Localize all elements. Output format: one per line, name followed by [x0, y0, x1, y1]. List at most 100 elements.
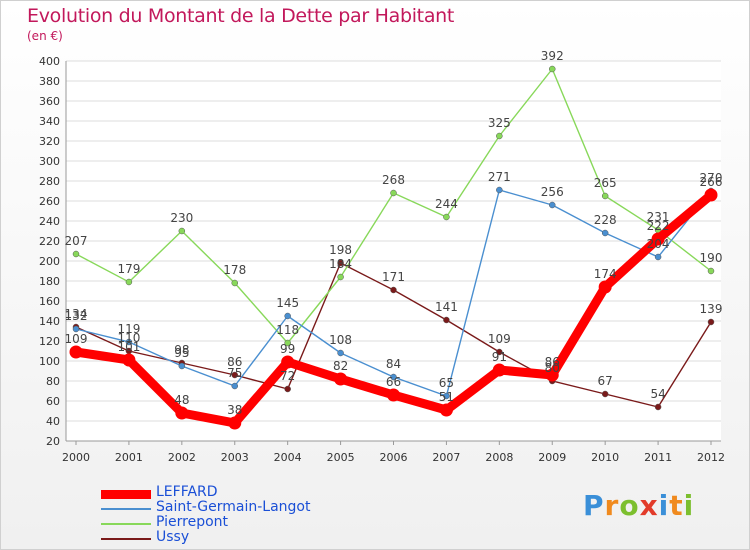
data-label: 108 [329, 333, 352, 347]
data-label: 392 [541, 49, 564, 63]
data-label: 325 [488, 116, 511, 130]
x-tick-label: 2000 [62, 451, 90, 464]
data-label: 99 [280, 342, 295, 356]
y-tick-label: 240 [39, 215, 60, 228]
data-point [654, 403, 662, 411]
x-tick-label: 2009 [538, 451, 566, 464]
y-tick-label: 100 [39, 355, 60, 368]
y-tick-label: 200 [39, 255, 60, 268]
data-label: 51 [439, 390, 454, 404]
y-tick-label: 260 [39, 195, 60, 208]
data-point [69, 345, 83, 359]
y-tick-label: 360 [39, 95, 60, 108]
data-point [125, 278, 133, 286]
legend-swatch [101, 523, 151, 525]
x-tick-label: 2006 [380, 451, 408, 464]
data-label: 54 [650, 387, 665, 401]
proxiti-logo: Proxiti [583, 489, 695, 522]
data-point [439, 403, 453, 417]
data-label: 95 [174, 346, 189, 360]
data-point [707, 318, 715, 326]
data-label: 82 [333, 359, 348, 373]
data-label: 101 [117, 340, 140, 354]
data-label: 98 [174, 343, 189, 357]
data-label: 65 [439, 376, 454, 390]
data-point [390, 373, 397, 381]
data-point [337, 273, 344, 281]
data-point [231, 279, 238, 287]
x-tick-label: 2002 [168, 451, 196, 464]
y-tick-label: 300 [39, 155, 60, 168]
data-label: 256 [541, 185, 564, 199]
data-point [281, 355, 295, 369]
data-label: 174 [594, 267, 617, 281]
data-point [284, 385, 291, 393]
data-point [284, 312, 291, 320]
data-point [496, 348, 503, 356]
legend-label: Ussy [156, 529, 190, 545]
legend-label: Saint-Germain-Langot [156, 499, 311, 515]
data-label: 228 [594, 213, 617, 227]
data-label: 171 [382, 270, 405, 284]
data-point [651, 232, 665, 246]
legend-swatch [101, 538, 151, 540]
data-label: 178 [223, 263, 246, 277]
x-tick-label: 2012 [697, 451, 725, 464]
x-tick-label: 2001 [115, 451, 143, 464]
x-tick-label: 2008 [485, 451, 513, 464]
data-label: 86 [545, 355, 560, 369]
data-label: 268 [382, 173, 405, 187]
data-label: 198 [329, 243, 352, 257]
data-point [545, 368, 559, 382]
data-point [387, 388, 400, 402]
y-tick-label: 20 [46, 435, 60, 448]
data-point [125, 338, 133, 346]
data-point [390, 286, 397, 294]
data-label: 119 [117, 322, 140, 336]
data-label: 190 [700, 251, 723, 265]
data-point [443, 392, 450, 400]
y-tick-label: 80 [46, 375, 60, 388]
data-label: 118 [276, 323, 299, 337]
data-label: 244 [435, 197, 458, 211]
x-tick-label: 2010 [591, 451, 619, 464]
y-tick-label: 220 [39, 235, 60, 248]
data-labels: 109 101 48 38 99 82 66 51 91 86 174 222 266 132 119 95 7… [65, 49, 723, 417]
data-point [654, 253, 662, 261]
data-point [443, 213, 450, 221]
data-point [598, 280, 612, 294]
x-tick-label: 2005 [327, 451, 355, 464]
data-label: 132 [65, 309, 88, 323]
data-label: 266 [700, 175, 723, 189]
data-point [549, 201, 556, 209]
legend-swatch [101, 508, 151, 510]
data-label: 109 [488, 332, 511, 346]
data-label: 145 [276, 296, 299, 310]
data-label: 109 [65, 332, 88, 346]
data-point [601, 192, 609, 200]
y-tick-label: 160 [39, 295, 60, 308]
data-point [496, 132, 503, 140]
data-point [178, 227, 186, 235]
data-label: 222 [647, 219, 670, 233]
data-label: 134 [65, 307, 88, 321]
data-label: 139 [700, 302, 723, 316]
legend-swatch [101, 489, 151, 499]
data-point [601, 390, 609, 398]
data-label: 141 [435, 300, 458, 314]
x-tick-label: 2003 [221, 451, 249, 464]
data-label: 204 [647, 237, 670, 251]
data-point [443, 316, 450, 324]
data-point [178, 362, 186, 370]
data-label: 270 [700, 171, 723, 185]
data-point [231, 371, 238, 379]
data-point [337, 349, 344, 357]
data-label: 231 [647, 210, 670, 224]
axes: 20 40 60 80 100 120 140 160 180 200 220 240 260 280 30… [39, 55, 725, 464]
data-point [496, 186, 503, 194]
y-tick-label: 340 [39, 115, 60, 128]
data-point [704, 188, 718, 202]
data-point [72, 325, 80, 333]
